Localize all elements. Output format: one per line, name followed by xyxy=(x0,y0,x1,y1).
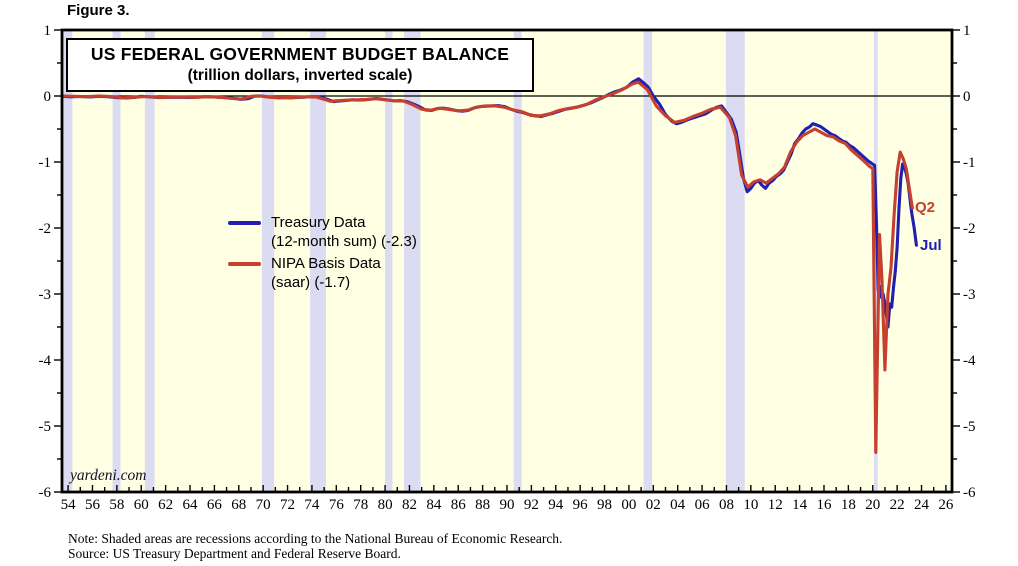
axis-tick-label: 24 xyxy=(914,497,930,513)
axis-tick-label: -1 xyxy=(963,155,976,171)
axis-tick-label: 78 xyxy=(353,497,368,513)
axis-tick-label: 58 xyxy=(109,497,124,513)
axis-tick-label: 94 xyxy=(548,497,564,513)
plot-area xyxy=(62,30,952,492)
series-line-nipa xyxy=(60,80,914,454)
legend-treasury-sublabel: (12-month sum) (-2.3) xyxy=(271,233,417,250)
recession-band xyxy=(310,30,326,492)
axis-tick-label: 54 xyxy=(61,497,77,513)
axis-tick-label: 04 xyxy=(670,497,686,513)
recession-band xyxy=(873,30,878,492)
axis-tick-label: -3 xyxy=(39,287,52,303)
axis-tick-label: 1 xyxy=(963,23,971,39)
axis-tick-label: 82 xyxy=(402,497,417,513)
axis-tick-label: 02 xyxy=(646,497,661,513)
recession-band xyxy=(144,30,155,492)
axis-tick-label: 18 xyxy=(841,497,856,513)
figure-label: Figure 3. xyxy=(67,2,130,19)
axis-tick-label: 16 xyxy=(816,497,832,513)
axis-tick-label: 56 xyxy=(85,497,101,513)
legend-line-sample-treasury xyxy=(228,221,261,225)
recession-band xyxy=(261,30,275,492)
axis-tick-label: 70 xyxy=(256,497,271,513)
axis-tick-label: 00 xyxy=(621,497,636,513)
axis-tick-label: 12 xyxy=(768,497,783,513)
axis-tick-label: 74 xyxy=(304,497,320,513)
axis-tick-label: 66 xyxy=(207,497,223,513)
legend-entry-treasury: Treasury Data (12-month sum) (-2.3) xyxy=(228,213,417,251)
legend-nipa-sublabel: (saar) (-1.7) xyxy=(271,274,351,291)
axis-tick-label: 88 xyxy=(475,497,490,513)
recession-band xyxy=(62,30,73,492)
axis-tick-label: 96 xyxy=(573,497,589,513)
axis-tick-label: -2 xyxy=(963,221,976,237)
axis-tick-label: 98 xyxy=(597,497,612,513)
yardeni-watermark: yardeni.com xyxy=(70,467,147,484)
axis-tick-label: 92 xyxy=(524,497,539,513)
axis-tick-label: 86 xyxy=(451,497,467,513)
axis-tick-label: 72 xyxy=(280,497,295,513)
axis-tick-label: 0 xyxy=(44,89,52,105)
legend-treasury-label: Treasury Data xyxy=(271,214,366,231)
chart-legend: Treasury Data (12-month sum) (-2.3) NIPA… xyxy=(228,213,417,295)
axis-tick-label: 08 xyxy=(719,497,734,513)
recession-band xyxy=(385,30,393,492)
axis-tick-label: 68 xyxy=(231,497,246,513)
axis-tick-label: -5 xyxy=(963,419,976,435)
axis-tick-label: 64 xyxy=(183,497,199,513)
recession-band xyxy=(403,30,421,492)
chart-note: Note: Shaded areas are recessions accord… xyxy=(68,531,563,546)
annotation-q2: Q2 xyxy=(915,199,936,216)
axis-tick-label: 26 xyxy=(938,497,954,513)
axis-tick-label: 10 xyxy=(743,497,758,513)
axis-tick-label: 80 xyxy=(378,497,393,513)
axis-tick-label: -6 xyxy=(39,485,52,501)
axis-tick-label: -1 xyxy=(39,155,52,171)
axis-tick-label: -4 xyxy=(39,353,52,369)
recession-band xyxy=(112,30,121,492)
axis-tick-label: 0 xyxy=(963,89,971,105)
axis-tick-label: -3 xyxy=(963,287,976,303)
axis-tick-label: 14 xyxy=(792,497,808,513)
axis-tick-label: 76 xyxy=(329,497,345,513)
axis-tick-label: 60 xyxy=(134,497,149,513)
chart-source: Source: US Treasury Department and Feder… xyxy=(68,546,401,561)
axis-tick-label: 84 xyxy=(426,497,442,513)
recession-band xyxy=(643,30,653,492)
recession-band xyxy=(513,30,522,492)
axis-tick-label: -5 xyxy=(39,419,52,435)
recession-band xyxy=(725,30,745,492)
axis-tick-label: -4 xyxy=(963,353,976,369)
axis-tick-label: 22 xyxy=(890,497,905,513)
axis-tick-label: -2 xyxy=(39,221,52,237)
axis-tick-label: 06 xyxy=(695,497,711,513)
axis-tick-label: -6 xyxy=(963,485,976,501)
axis-tick-label: 62 xyxy=(158,497,173,513)
chart-title-box: US FEDERAL GOVERNMENT BUDGET BALANCE (tr… xyxy=(66,38,534,92)
legend-line-sample-nipa xyxy=(228,262,261,266)
legend-entry-nipa: NIPA Basis Data (saar) (-1.7) xyxy=(228,254,417,292)
legend-nipa-label: NIPA Basis Data xyxy=(271,255,381,272)
chart-subtitle: (trillion dollars, inverted scale) xyxy=(187,67,413,85)
axis-tick-label: 90 xyxy=(500,497,515,513)
chart-title: US FEDERAL GOVERNMENT BUDGET BALANCE xyxy=(90,44,510,65)
axis-tick-label: 1 xyxy=(44,23,52,39)
axis-tick-label: 20 xyxy=(865,497,880,513)
annotation-jul: Jul xyxy=(920,237,942,254)
